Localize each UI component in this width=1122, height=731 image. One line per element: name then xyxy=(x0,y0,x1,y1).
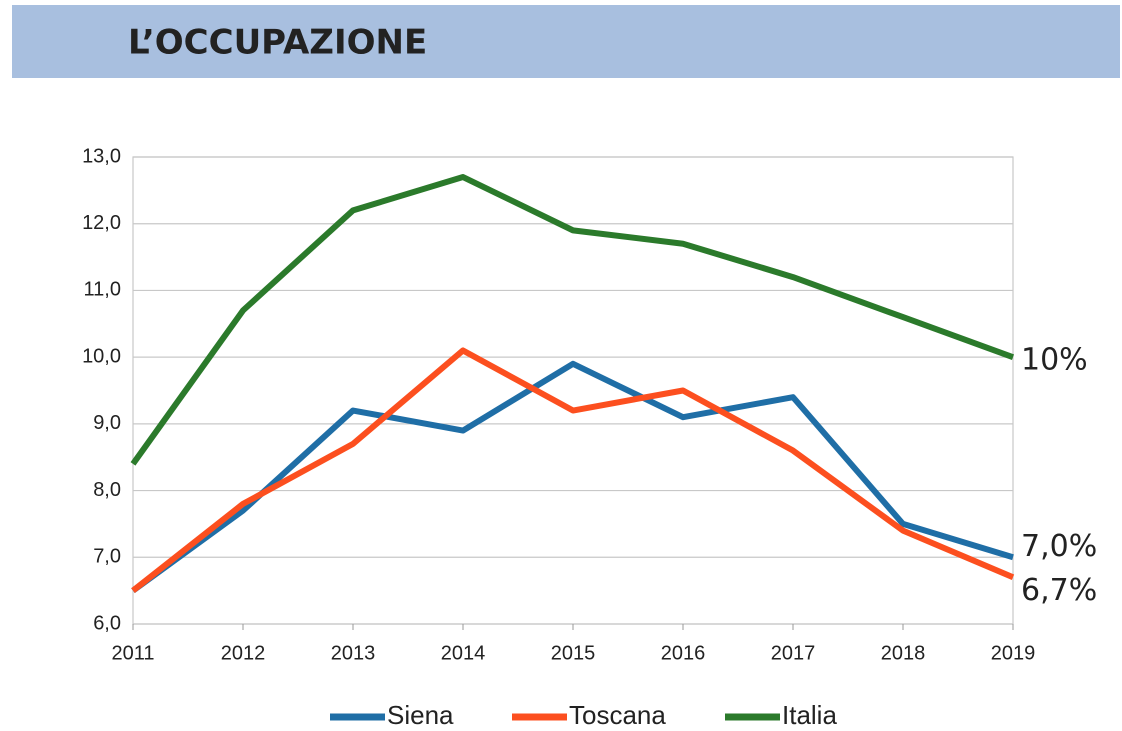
y-tick-label: 6,0 xyxy=(93,612,121,634)
chart-title: L’OCCUPAZIONE xyxy=(128,23,427,63)
end-label: 6,7% xyxy=(1021,573,1097,608)
line-series xyxy=(131,347,1015,593)
y-tick-label: 8,0 xyxy=(93,479,121,501)
line-series xyxy=(130,174,1015,466)
end-label: 10% xyxy=(1021,343,1088,378)
legend-label: Siena xyxy=(387,700,454,730)
legend-label: Toscana xyxy=(569,700,666,730)
y-tick-label: 12,0 xyxy=(82,212,121,234)
y-tick-label: 7,0 xyxy=(93,546,121,568)
x-tick-label: 2013 xyxy=(331,642,376,664)
plot-border xyxy=(132,156,1014,625)
y-tick-label: 10,0 xyxy=(82,345,121,367)
x-tick-label: 2016 xyxy=(661,642,706,664)
x-tick-label: 2018 xyxy=(881,642,926,664)
line-series xyxy=(131,360,1014,594)
legend-label: Italia xyxy=(782,700,837,730)
x-tick-label: 2011 xyxy=(111,642,154,664)
y-tick-label: 11,0 xyxy=(84,279,121,301)
x-tick-label: 2012 xyxy=(221,642,266,664)
x-tick-label: 2014 xyxy=(441,642,486,664)
y-tick-label: 9,0 xyxy=(93,412,121,434)
x-tick-label: 2019 xyxy=(991,642,1036,664)
x-tick-label: 2015 xyxy=(551,642,596,664)
end-label: 7,0% xyxy=(1021,529,1097,564)
header-band xyxy=(12,5,1120,78)
x-tick-label: 2017 xyxy=(771,642,816,664)
y-tick-label: 13,0 xyxy=(82,145,121,167)
